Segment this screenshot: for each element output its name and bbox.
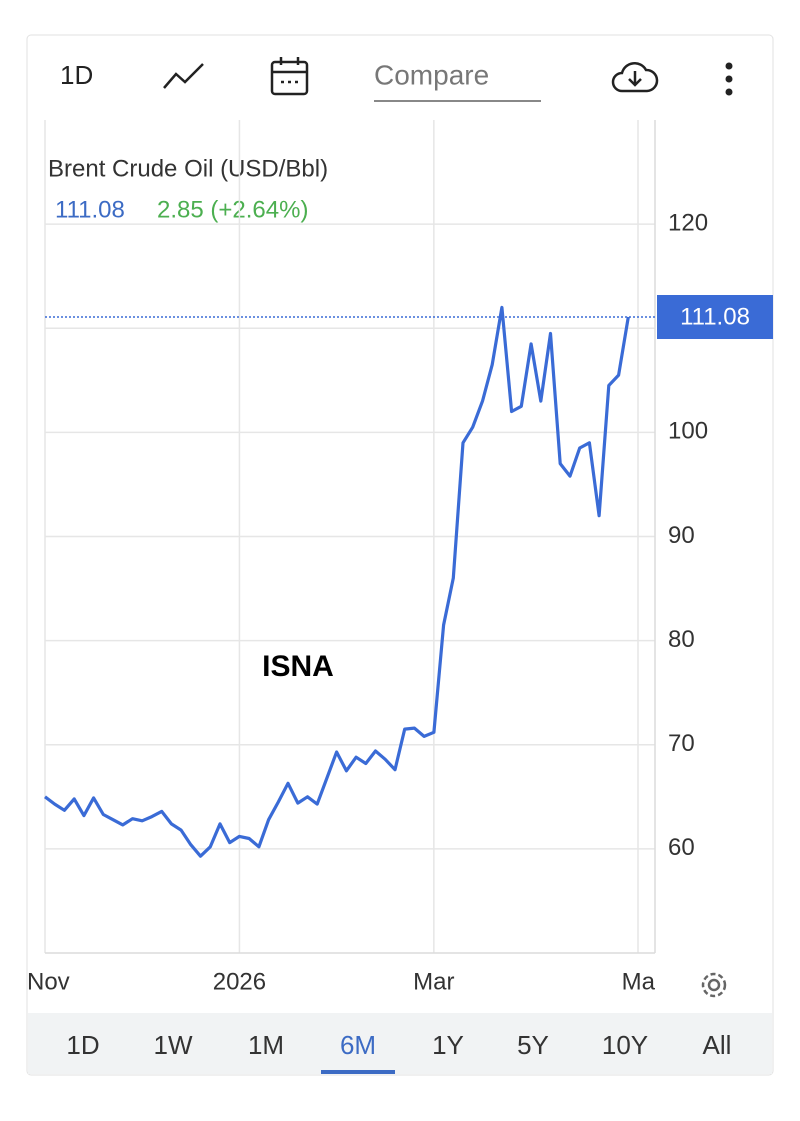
download-icon[interactable] <box>611 61 659 93</box>
range-button[interactable]: All <box>703 1030 732 1060</box>
chart-type-icon[interactable] <box>163 63 204 89</box>
price-line <box>44 305 630 858</box>
last-price: 111.08 <box>55 196 125 223</box>
chart-title: Brent Crude Oil (USD/Bbl) <box>48 155 328 182</box>
range-button[interactable]: 5Y <box>517 1030 549 1060</box>
range-button[interactable]: 6M <box>340 1030 376 1060</box>
watermark: ISNA <box>262 650 334 683</box>
last-price-label: 111.08 <box>680 303 750 330</box>
compare-input[interactable]: Compare <box>374 59 489 90</box>
x-tick-label: 2026 <box>213 968 266 995</box>
x-tick-label: Nov <box>27 968 70 995</box>
x-tick-label: Ma <box>622 968 656 995</box>
range-button[interactable]: 10Y <box>602 1030 648 1060</box>
y-tick-label: 70 <box>668 730 695 757</box>
range-selected-underline <box>321 1070 395 1074</box>
menu-icon[interactable] <box>725 62 733 96</box>
range-button[interactable]: 1Y <box>432 1030 464 1060</box>
card <box>26 34 774 1076</box>
x-tick-label: Mar <box>413 968 454 995</box>
y-tick-label: 100 <box>668 418 708 445</box>
y-tick-label: 120 <box>668 209 708 236</box>
range-bar <box>28 1013 772 1074</box>
range-button[interactable]: 1D <box>66 1030 99 1060</box>
y-tick-label: 80 <box>668 626 695 653</box>
price-change: 2.85 (+2.64%) <box>157 196 308 223</box>
y-tick-label: 60 <box>668 834 695 861</box>
range-button[interactable]: 1M <box>248 1030 284 1060</box>
range-button[interactable]: 1W <box>154 1030 193 1060</box>
y-tick-label: 90 <box>668 522 695 549</box>
settings-icon[interactable] <box>701 972 727 998</box>
calendar-icon[interactable] <box>270 57 309 96</box>
last-price-badge <box>657 295 773 340</box>
interval-button[interactable]: 1D <box>60 60 93 90</box>
